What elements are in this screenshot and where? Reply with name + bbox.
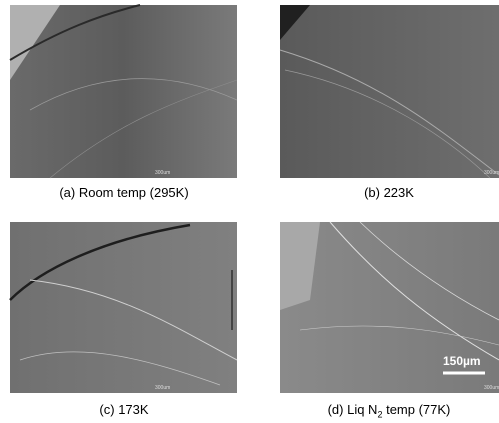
figure: (a) Room temp (295K) 300um (b) 223K 300um (c… <box>0 0 499 423</box>
caption-text: (a) Room temp (295K) <box>59 185 188 200</box>
micrographs <box>0 0 499 423</box>
caption: (a) Room temp (295K) <box>4 185 244 200</box>
image-b <box>280 5 499 178</box>
image-c <box>10 222 237 393</box>
scale-text: 300um <box>484 170 499 176</box>
caption-text: (b) 223K <box>364 185 414 200</box>
scale-text: 300um <box>155 170 170 176</box>
scale-text: 300um <box>484 385 499 391</box>
caption-text: (d) Liq N <box>328 402 378 417</box>
caption: (d) Liq N2 temp (77K) <box>269 402 499 420</box>
image-a <box>10 5 237 178</box>
caption-text: (c) 173K <box>99 402 148 417</box>
scale-bar-label: 150µm <box>443 354 481 368</box>
caption-text: temp (77K) <box>382 402 450 417</box>
caption: (b) 223K <box>269 185 499 200</box>
scale-text: 300um <box>155 385 170 391</box>
caption: (c) 173K <box>4 402 244 417</box>
